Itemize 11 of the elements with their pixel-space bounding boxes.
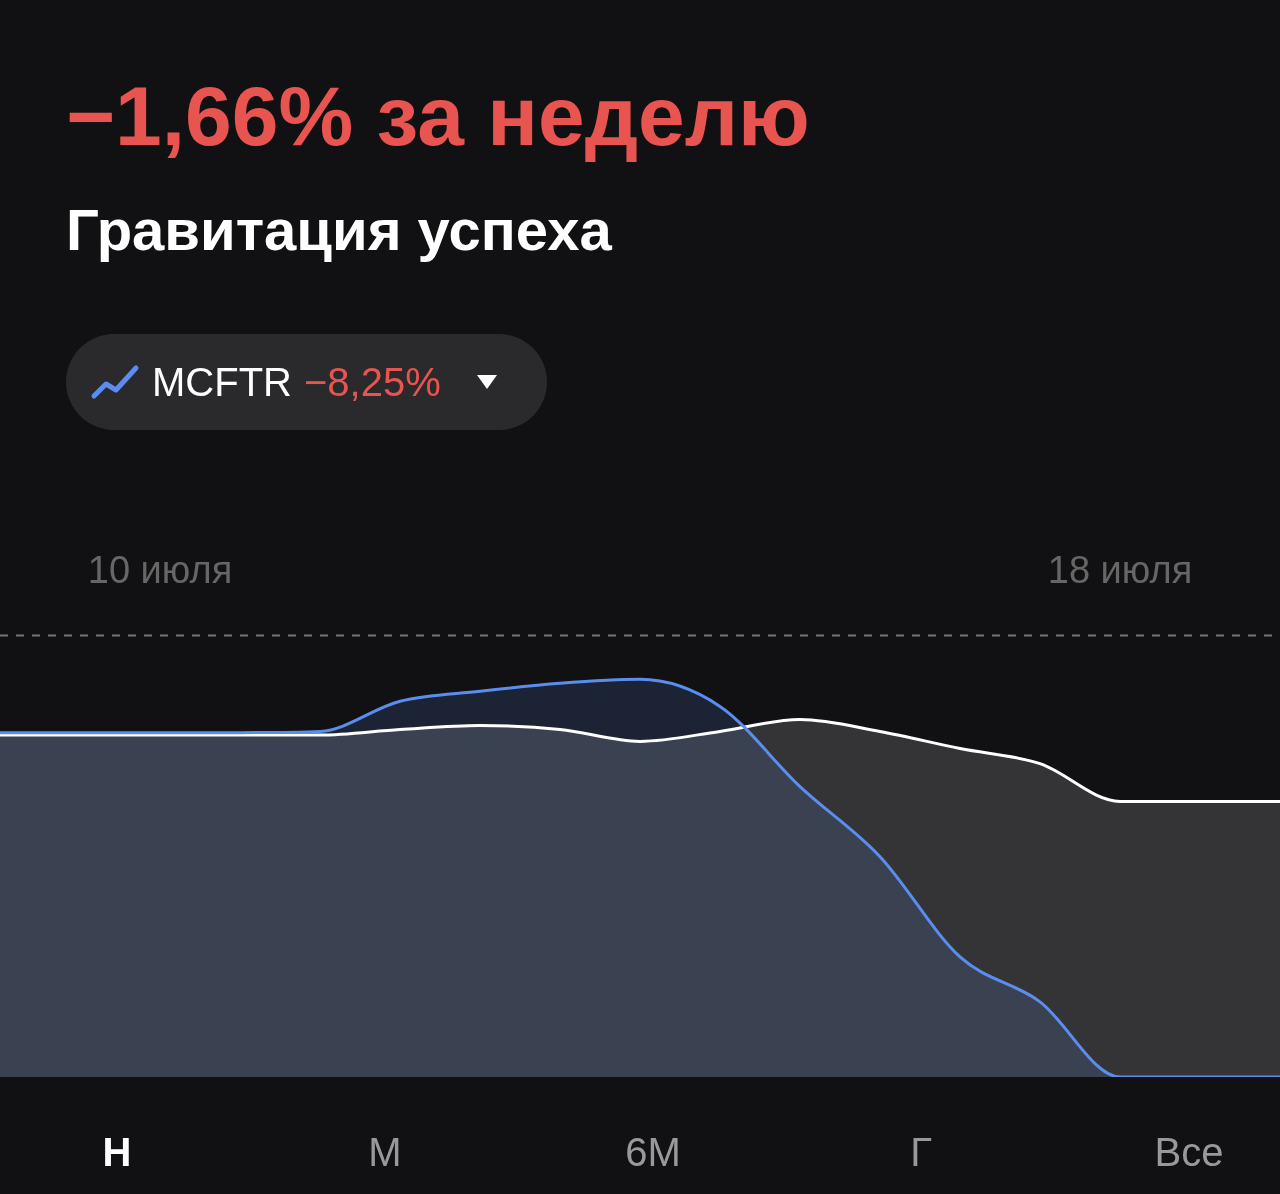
x-tick-label: 10 июля (87, 549, 233, 592)
text: Г (910, 1130, 932, 1175)
chart-title: −1,66% за неделю (66, 68, 810, 165)
text: Н (102, 1130, 132, 1175)
legend-label: MCFTR (152, 359, 292, 405)
chart-subtitle: Гравитация успеха (66, 196, 612, 263)
text: Все (1154, 1130, 1224, 1175)
text: −8,25% (303, 359, 441, 405)
text: 6М (625, 1130, 681, 1175)
text: М (368, 1130, 402, 1175)
x-tick-label: 18 июля (1047, 549, 1193, 592)
